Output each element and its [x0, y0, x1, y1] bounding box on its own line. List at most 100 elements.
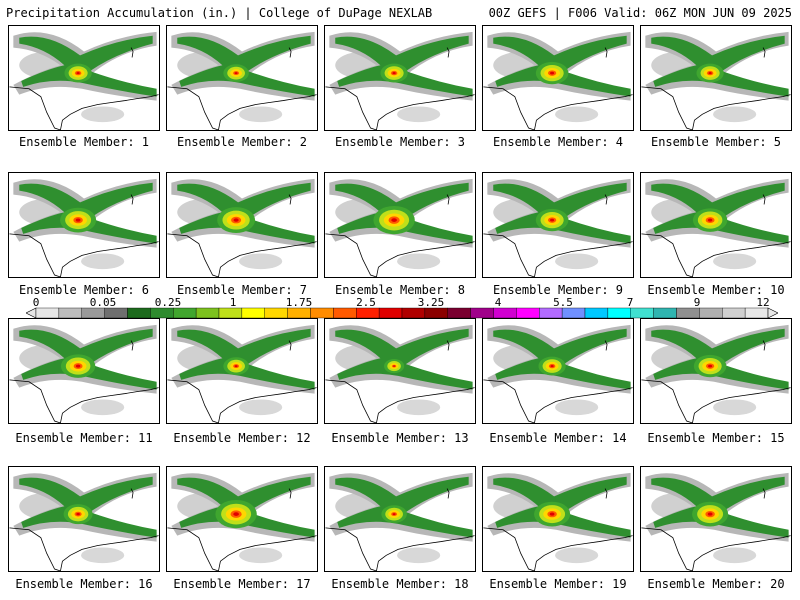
precip-contour — [397, 547, 441, 564]
ensemble-member-label: Ensemble Member: 13 — [331, 431, 469, 445]
colorbar-arrow-left — [26, 307, 37, 319]
coastline — [604, 47, 608, 58]
coastline — [130, 340, 134, 351]
precip-contour — [713, 106, 757, 123]
precip-contour — [239, 399, 283, 416]
coastline — [446, 340, 450, 351]
coastline — [9, 233, 159, 277]
coastline — [325, 527, 475, 571]
precip-contour — [555, 547, 599, 564]
colorbar-swatch — [653, 307, 677, 319]
ensemble-map-panel — [324, 318, 476, 424]
colorbar-swatch — [241, 307, 265, 319]
precip-contour — [81, 547, 125, 564]
precip-contour — [713, 547, 757, 564]
ensemble-member-label: Ensemble Member: 19 — [489, 577, 627, 591]
coastline — [288, 340, 292, 351]
ensemble-member-label: Ensemble Member: 4 — [492, 135, 624, 149]
precip-contour — [549, 512, 555, 516]
colorbar-swatch — [401, 307, 426, 319]
coastline — [9, 86, 159, 130]
coastline — [167, 233, 317, 277]
coastline — [604, 194, 608, 205]
coastline — [446, 488, 450, 499]
ensemble-map-panel — [640, 318, 792, 424]
colorbar-tick-label: 4 — [494, 296, 502, 309]
colorbar-swatch — [584, 307, 609, 319]
ensemble-member-label: Ensemble Member: 7 — [176, 283, 308, 297]
precip-contour — [234, 365, 238, 368]
ensemble-map-panel — [324, 466, 476, 572]
precip-contour — [177, 35, 315, 97]
coastline — [483, 233, 633, 277]
colorbar-swatch — [58, 307, 82, 319]
precip-contour — [335, 35, 473, 97]
precip-contour — [391, 218, 397, 222]
ensemble-map-panel — [166, 25, 318, 131]
precip-contour — [239, 253, 283, 270]
precip-contour — [397, 399, 441, 416]
coastline — [288, 194, 292, 205]
colorbar-swatch — [81, 307, 105, 319]
ensemble-map-panel — [324, 25, 476, 131]
colorbar-swatch — [676, 307, 700, 319]
precip-contour — [76, 72, 80, 75]
ensemble-member-label: Ensemble Member: 6 — [18, 283, 150, 297]
precip-contour — [233, 512, 239, 516]
colorbar-swatch — [287, 307, 311, 319]
colorbar-swatch — [630, 307, 654, 319]
ensemble-member-label: Ensemble Member: 3 — [334, 135, 466, 149]
colorbar-tick-label: 9 — [693, 296, 701, 309]
precip-contour — [81, 106, 125, 123]
precip-contour — [713, 399, 757, 416]
colorbar-swatch — [333, 307, 357, 319]
colorbar-swatch — [378, 307, 403, 319]
coastline — [483, 86, 633, 130]
ensemble-member-label: Ensemble Member: 12 — [173, 431, 311, 445]
coastline — [288, 488, 292, 499]
coastline — [167, 379, 317, 423]
colorbar-tick-label: 1.75 — [285, 296, 313, 309]
ensemble-member-label: Ensemble Member: 15 — [647, 431, 785, 445]
coastline — [641, 379, 791, 423]
precip-contour — [239, 547, 283, 564]
ensemble-map-panel — [166, 466, 318, 572]
colorbar-swatch — [447, 307, 471, 319]
coastline — [641, 86, 791, 130]
ensemble-member-label: Ensemble Member: 9 — [492, 283, 624, 297]
colorbar-swatch — [493, 307, 517, 319]
precip-contour — [75, 218, 81, 222]
precip-contour — [555, 106, 599, 123]
precip-contour — [708, 364, 713, 368]
colorbar-swatch — [699, 307, 723, 319]
precip-contour — [550, 218, 555, 222]
colorbar-swatch — [310, 307, 334, 319]
ensemble-map-panel — [482, 318, 634, 424]
ensemble-map-panel — [482, 172, 634, 278]
colorbar-tick-label: 2.5 — [356, 296, 376, 309]
coastline — [9, 379, 159, 423]
precip-contour — [239, 106, 283, 123]
colorbar-swatch — [424, 307, 448, 319]
precip-contour — [555, 399, 599, 416]
ensemble-member-label: Ensemble Member: 1 — [18, 135, 150, 149]
coastline — [446, 194, 450, 205]
coastline — [762, 488, 766, 499]
coastline — [325, 233, 475, 277]
colorbar-swatch — [470, 307, 494, 319]
coastline — [325, 379, 475, 423]
precip-contour — [335, 328, 473, 390]
ensemble-member-label: Ensemble Member: 8 — [334, 283, 466, 297]
coastline — [604, 488, 608, 499]
ensemble-map-panel — [8, 318, 160, 424]
precip-contour — [708, 72, 712, 75]
colorbar-tick-label: 7 — [626, 296, 634, 309]
ensemble-member-label: Ensemble Member: 16 — [15, 577, 153, 591]
precip-contour — [233, 218, 239, 222]
ensemble-member-label: Ensemble Member: 14 — [489, 431, 627, 445]
ensemble-map-panel — [324, 172, 476, 278]
coastline — [762, 47, 766, 58]
ensemble-map-panel — [166, 318, 318, 424]
precip-colorbar — [26, 307, 778, 319]
ensemble-map-panel — [166, 172, 318, 278]
